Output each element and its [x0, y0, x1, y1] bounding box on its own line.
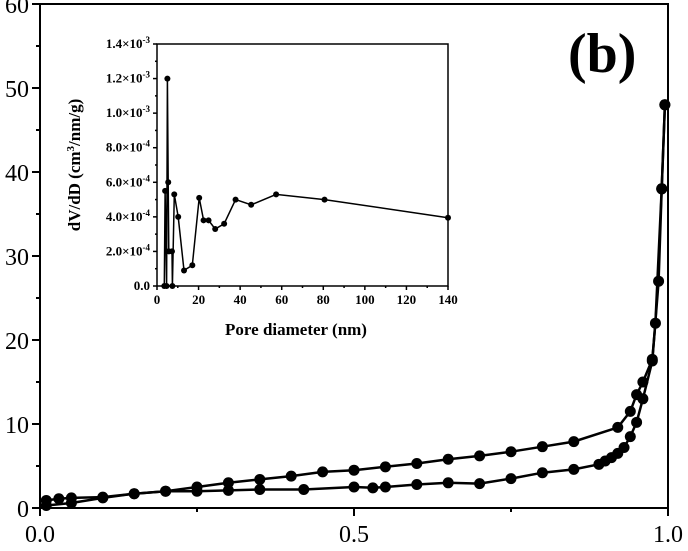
data-point	[222, 477, 234, 489]
data-point	[618, 442, 630, 454]
x-tick-label: 0	[154, 292, 161, 307]
data-point	[536, 467, 548, 479]
x-tick-label: 120	[397, 292, 417, 307]
x-tick-label: 1.0	[653, 522, 683, 548]
data-point	[164, 75, 171, 82]
x-tick-label: 140	[438, 292, 458, 307]
data-point	[379, 461, 391, 473]
data-point	[212, 225, 219, 232]
data-point	[181, 267, 188, 274]
data-point	[254, 473, 266, 485]
plot-frame	[156, 43, 449, 287]
data-point	[232, 196, 239, 203]
data-point	[505, 473, 517, 485]
y-tick-label: 6.0×10-4	[106, 173, 151, 189]
data-point	[321, 196, 328, 203]
data-point	[205, 217, 212, 224]
data-point	[165, 179, 172, 186]
data-point	[656, 183, 668, 195]
data-point	[631, 389, 643, 401]
y-tick-label: 20	[5, 329, 29, 355]
data-point	[659, 99, 671, 111]
data-point	[97, 491, 109, 503]
inset-y-axis-label: dV/dD (cm3/nm/g)	[65, 99, 84, 232]
y-tick-label: 50	[5, 77, 29, 103]
data-point	[631, 416, 643, 428]
data-point	[169, 283, 176, 289]
y-tick-label: 30	[5, 245, 29, 271]
data-point	[168, 248, 175, 255]
y-tick-label: 4.0×10-4	[106, 208, 151, 224]
data-point	[53, 493, 65, 505]
data-point	[298, 484, 310, 496]
y-tick-label: 10	[5, 413, 29, 439]
data-point	[612, 421, 624, 433]
data-point	[445, 214, 451, 221]
data-point	[40, 494, 52, 506]
data-point	[163, 283, 170, 289]
data-point	[442, 477, 454, 489]
data-point	[285, 470, 297, 482]
data-point	[221, 220, 228, 227]
inset-x-axis-label: Pore diameter (nm)	[225, 320, 367, 339]
series-line-pore-size-distribution	[163, 78, 449, 287]
data-point	[160, 485, 172, 497]
y-tick-label: 1.2×10-3	[106, 70, 151, 86]
data-point	[196, 194, 203, 201]
data-point	[254, 484, 266, 496]
x-tick-label: 0.0	[25, 522, 55, 548]
data-point	[248, 201, 255, 208]
data-point	[175, 213, 182, 220]
data-point	[637, 376, 649, 388]
y-tick-label: 2.0×10-4	[106, 242, 151, 258]
data-point	[411, 457, 423, 469]
data-point	[646, 353, 658, 365]
data-point	[348, 464, 360, 476]
data-point	[649, 317, 661, 329]
data-point	[568, 463, 580, 475]
data-point	[200, 217, 207, 224]
data-point	[171, 191, 178, 198]
main-plot: 0.0 0.5 1.0 0 10 20 30 40 50 60	[5, 0, 683, 548]
inset-plot: 0 20 40 60 80 100 120 140 0.0 2.0×10-4 4.0×10-4 6.0…	[65, 35, 458, 307]
data-point	[162, 187, 169, 194]
data-point	[191, 481, 203, 493]
y-tick-label: 60	[5, 0, 29, 19]
data-point	[128, 488, 140, 500]
panel-label: (b)	[568, 23, 636, 85]
x-tick-label: 20	[192, 292, 205, 307]
y-tick-label: 8.0×10-4	[106, 139, 151, 155]
data-point	[273, 191, 280, 198]
x-tick-label: 80	[317, 292, 330, 307]
data-point	[367, 482, 379, 494]
data-point	[505, 446, 517, 458]
y-tick-label: 1.0×10-3	[106, 104, 151, 120]
x-tick-label: 40	[234, 292, 247, 307]
data-point	[317, 466, 329, 478]
y-tick-label: 40	[5, 161, 29, 187]
data-point	[536, 441, 548, 453]
y-tick-label: 1.4×10-3	[106, 35, 151, 51]
data-point	[474, 478, 486, 490]
data-point	[65, 492, 77, 504]
x-tick-label: 0.5	[339, 522, 369, 548]
data-point	[442, 453, 454, 465]
x-tick-label: 60	[275, 292, 288, 307]
data-point	[474, 450, 486, 462]
data-point	[624, 431, 636, 443]
data-point	[222, 484, 234, 496]
data-point	[624, 405, 636, 417]
data-point	[568, 436, 580, 448]
data-point	[348, 481, 360, 493]
data-point	[411, 478, 423, 490]
data-point	[379, 481, 391, 493]
y-tick-label: 0	[17, 497, 29, 523]
y-tick-label: 0.0	[134, 278, 150, 293]
data-point	[189, 262, 196, 269]
x-tick-label: 100	[355, 292, 375, 307]
